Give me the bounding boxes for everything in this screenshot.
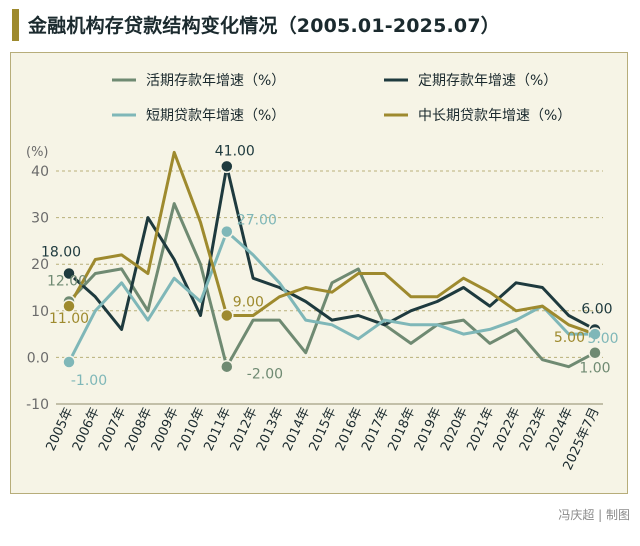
y-axis-unit: (%) (26, 145, 49, 160)
data-label-9: 5.00 (554, 330, 585, 346)
data-point-marker-5 (220, 224, 234, 239)
credit-text: 冯庆超 | 制图 (558, 508, 630, 522)
series-line-3 (67, 150, 597, 336)
data-point-marker-11 (588, 345, 602, 360)
legend-label-0: 活期存款年增速（%） (146, 73, 285, 89)
data-point-marker-4 (220, 159, 234, 174)
chart-panel (10, 52, 628, 494)
data-point-marker-7 (220, 359, 234, 374)
data-label-2: 11.00 (49, 311, 89, 327)
legend-label-3: 中长期贷款年增速（%） (418, 108, 571, 124)
data-label-6: 9.00 (233, 294, 264, 310)
y-tick-label-3: 20 (31, 257, 49, 273)
y-tick-label-4: 30 (31, 211, 49, 227)
data-label-10: 5.00 (587, 331, 618, 347)
legend-label-1: 定期存款年增速（%） (418, 73, 557, 89)
data-point-marker-10 (588, 327, 602, 341)
y-tick-label-0: -10 (26, 397, 49, 413)
data-label-0: 18.00 (41, 245, 81, 261)
y-tick-label-5: 40 (31, 164, 49, 180)
y-tick-label-1: 0.0 (27, 350, 49, 366)
title-accent-bar (12, 9, 19, 41)
data-point-marker-2 (62, 299, 76, 313)
data-label-5: 27.00 (237, 213, 277, 229)
series-line-2 (67, 230, 597, 364)
data-label-1: 12.00 (47, 273, 87, 289)
data-label-11: 1.00 (579, 361, 610, 377)
data-label-8: 6.00 (581, 301, 612, 317)
data-label-4: 41.00 (215, 143, 255, 159)
data-label-7: -2.00 (247, 367, 283, 383)
y-tick-label-2: 10 (31, 304, 49, 320)
data-label-3: -1.00 (71, 373, 107, 389)
legend-label-2: 短期贷款年增速（%） (146, 108, 285, 124)
page-title: 金融机构存贷款结构变化情况（2005.01-2025.07） (28, 15, 500, 37)
series-line-0 (67, 202, 597, 369)
data-point-marker-0 (62, 266, 76, 281)
data-point-marker-3 (62, 355, 76, 369)
data-point-marker-6 (220, 308, 234, 323)
